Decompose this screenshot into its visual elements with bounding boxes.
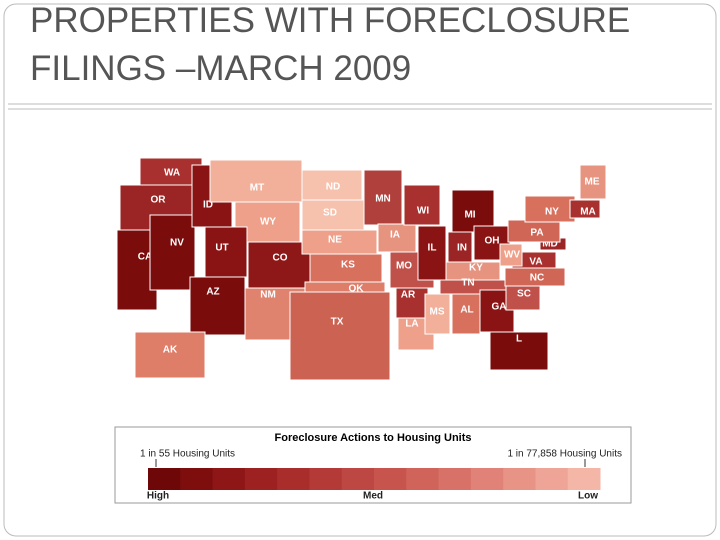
legend-swatch [406,468,440,490]
state-label: MS [430,307,445,318]
legend-swatch [567,468,601,490]
state-label: KY [469,263,483,274]
state-label: MA [580,207,596,218]
state [499,243,523,267]
state [479,289,515,333]
state [424,293,451,335]
state-label: AR [401,290,416,301]
state-label: MO [396,261,412,272]
state-label: GA [492,302,507,313]
state [377,223,417,253]
legend-max: 1 in 77,858 Housing Units [507,449,622,460]
legend-swatch [438,468,472,490]
state [209,159,303,203]
state-label: KS [341,260,355,271]
state [569,199,601,219]
legend-scale: High Med Low [147,468,601,502]
state-label: L [516,334,522,345]
state-label: IL [428,243,437,254]
state-label: IA [390,230,400,241]
state-label: SD [323,208,337,219]
state-label: CO [273,253,288,264]
legend-swatch [180,468,214,490]
state-label: ND [326,182,340,193]
state-label: NY [545,207,559,218]
state-label: ID [203,200,213,211]
legend-swatch [470,468,504,490]
state [403,184,441,226]
state-label: TX [331,317,344,328]
state [204,226,248,278]
state-label: WV [504,250,520,261]
legend-swatch [503,468,536,490]
state-label: WI [417,206,429,217]
state [149,214,196,291]
state-label: TN [461,278,474,289]
state-label: AZ [206,287,219,298]
state-label: VA [529,257,542,268]
state [301,229,378,255]
state [417,225,447,281]
state-label: OR [151,195,167,206]
legend-box [114,426,632,504]
state-label: CA [138,252,152,263]
state-label: PA [530,228,543,239]
state [447,231,473,265]
title-line: PROPERTIES WITH FORECLOSURE [30,1,630,40]
legend-swatch [148,468,181,490]
state-label: AL [460,305,473,316]
legend-swatch [374,468,407,490]
legend-swatch [212,468,246,490]
state [234,201,301,245]
legend-scale-label: Med [363,491,383,502]
slide-frame [3,3,717,537]
legend-min: 1 in 55 Housing Units [140,449,235,460]
state [289,291,391,381]
state [505,285,541,311]
state-label: IN [457,243,467,254]
state-label: NM [260,290,276,301]
state-label: AK [163,345,178,356]
state-label: MD [542,239,558,250]
state [451,293,481,335]
state-label: WY [260,217,276,228]
legend-swatch [244,468,278,490]
state-label: OH [485,236,500,247]
legend-title: Foreclosure Actions to Housing Units [275,432,472,444]
state [579,164,607,200]
state [451,189,495,233]
state-label: MN [375,194,391,205]
state-label: NV [170,238,184,249]
state-label: LA [405,319,418,330]
state-label: NE [328,235,342,246]
state-label: MT [250,183,264,194]
state-label: OK [349,284,365,295]
state [134,331,206,379]
state-label: MI [464,210,475,221]
state [489,331,549,371]
state-label: NC [530,273,544,284]
map: WA OR CA NV ID MT WY UT CO AZ NM ND SD NE KS OK TX MN IA MO… [116,157,607,381]
legend-swatch [277,468,310,490]
legend-swatch [535,468,569,490]
legend-scale-label: High [147,491,169,502]
legend-swatch [309,468,343,490]
state [309,253,383,283]
state [247,241,311,289]
legend-swatch [341,468,375,490]
state-label: UT [215,243,228,254]
state [301,169,363,201]
title-line: FILINGS –MARCH 2009 [30,49,411,88]
state-label: WA [164,168,180,179]
state-label: ME [585,177,600,188]
state-label: SC [517,289,531,300]
legend-scale-label: Low [578,491,598,502]
state [301,199,365,231]
